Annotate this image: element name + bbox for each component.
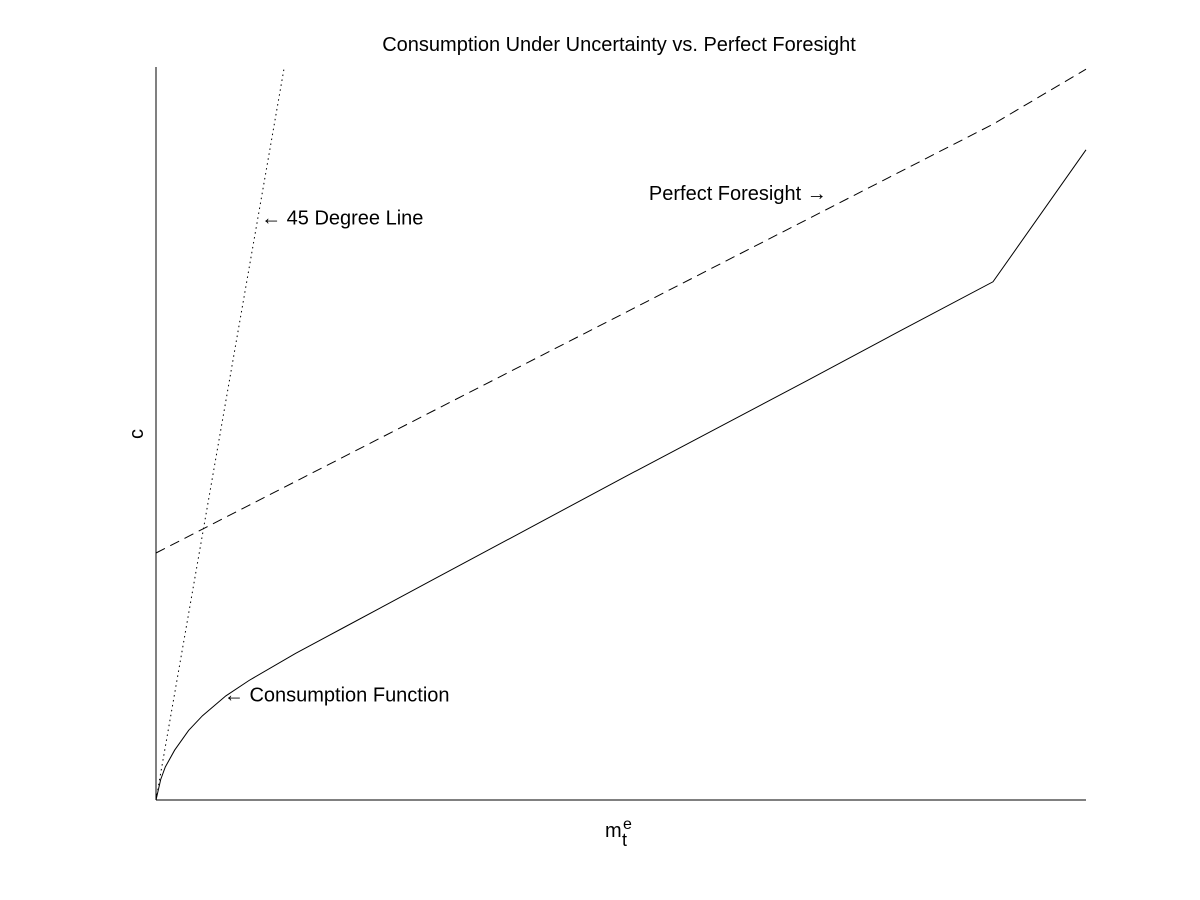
series-line-solid-line: [155, 149, 1087, 801]
x-axis-label-group: m t e: [605, 816, 632, 850]
annotations: ← 45 Degree Line Perfect Foresight → ← Con…: [224, 183, 827, 706]
chart-title: Consumption Under Uncertainty vs. Perfec…: [382, 34, 856, 56]
annotation-0: ← 45 Degree Line: [261, 207, 423, 229]
series-line-dotted-line: [155, 66, 285, 801]
annotation-2: ← Consumption Function: [224, 684, 450, 706]
x-axis-label-subscript: t: [622, 830, 627, 850]
x-axis-label-superscript: e: [623, 816, 632, 833]
x-axis-label: m: [605, 820, 622, 842]
y-axis-label: c: [126, 429, 148, 439]
annotation-1: Perfect Foresight →: [649, 183, 827, 205]
series-line-dashed-line: [155, 68, 1087, 554]
plot-area: [155, 66, 1087, 801]
